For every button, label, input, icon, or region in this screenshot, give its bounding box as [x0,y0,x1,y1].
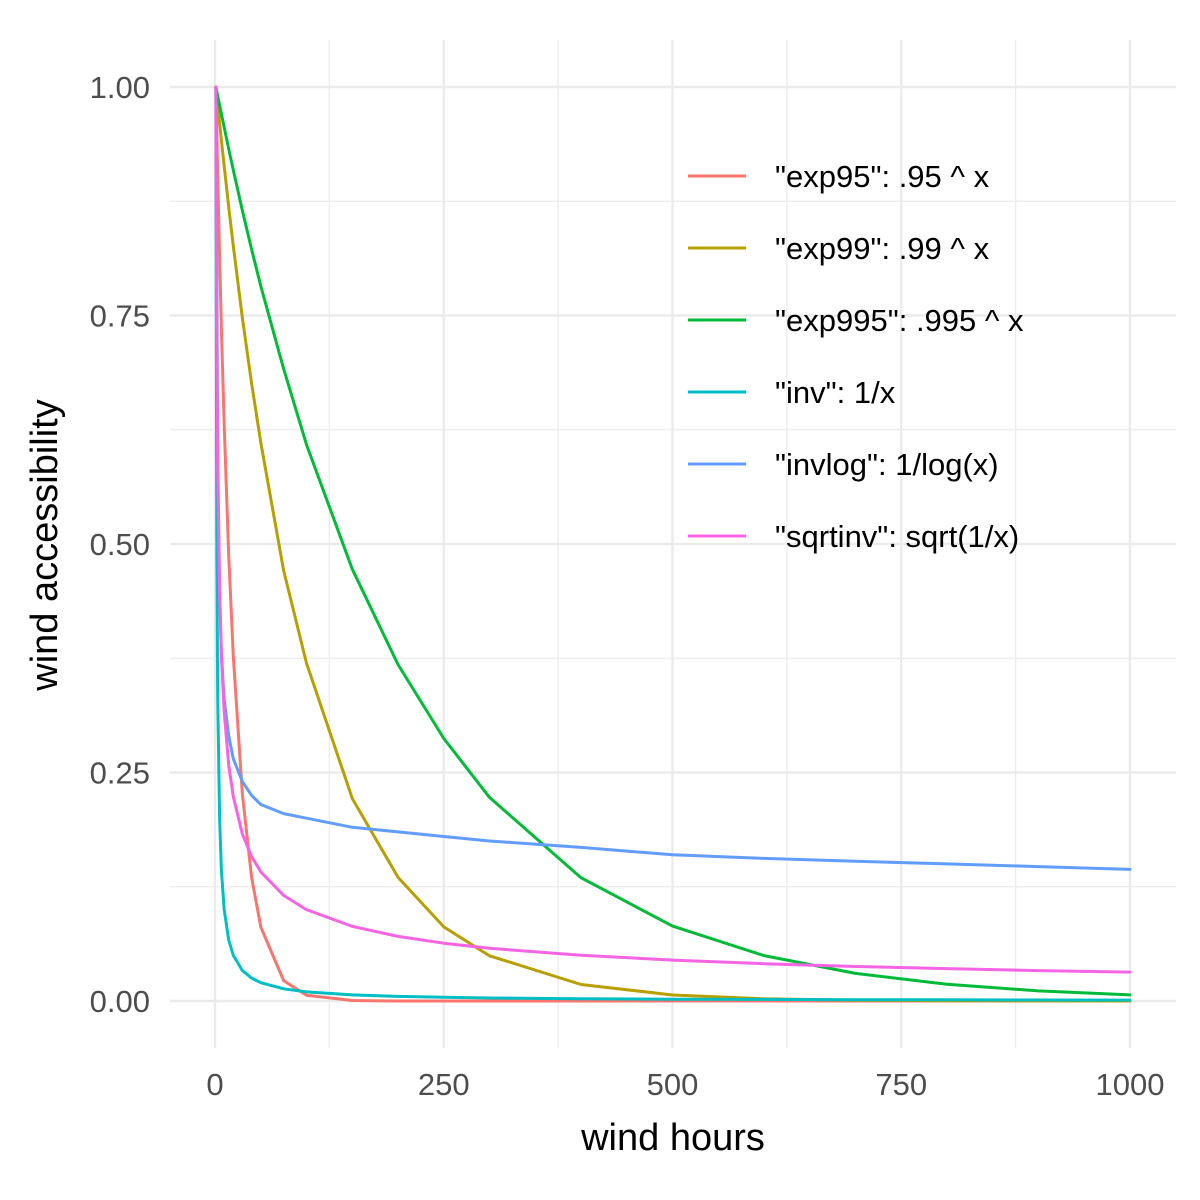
x-tick-label: 1000 [1096,1067,1165,1102]
major-gridlines [170,40,1176,1048]
series-line-2 [214,85,1132,997]
y-axis-title: wind accessibility [24,399,66,691]
x-tick-label: 250 [418,1067,470,1102]
series-line-0 [214,85,1132,1003]
legend-label-5: "sqrtinv": sqrt(1/x) [775,519,1019,554]
y-tick-label: 0.25 [90,756,150,791]
legend-label-2: "exp995": .995 ^ x [775,303,1024,338]
series-lines [214,85,1132,1003]
series-line-3 [214,85,1132,1002]
legend-label-0: "exp95": .95 ^ x [775,159,990,194]
y-tick-label: 1.00 [90,70,150,105]
legend-label-4: "invlog": 1/log(x) [775,447,999,482]
y-tick-label: 0.50 [90,527,150,562]
x-axis-title: wind hours [580,1117,765,1159]
legend: "exp95": .95 ^ x "exp99": .99 ^ x "exp995"… [688,159,1024,554]
x-tick-label: 500 [647,1067,699,1102]
legend-label-1: "exp99": .99 ^ x [775,231,990,266]
y-tick-label: 0.00 [90,984,150,1019]
x-tick-label: 0 [206,1067,223,1102]
x-tick-label: 750 [875,1067,927,1102]
series-line-5 [214,85,1132,974]
legend-label-3: "inv": 1/x [775,375,896,410]
y-axis-ticks: 0.00 0.25 0.50 0.75 1.00 [90,70,150,1019]
y-tick-label: 0.75 [90,299,150,334]
x-axis-ticks: 0 250 500 750 1000 [206,1067,1164,1102]
